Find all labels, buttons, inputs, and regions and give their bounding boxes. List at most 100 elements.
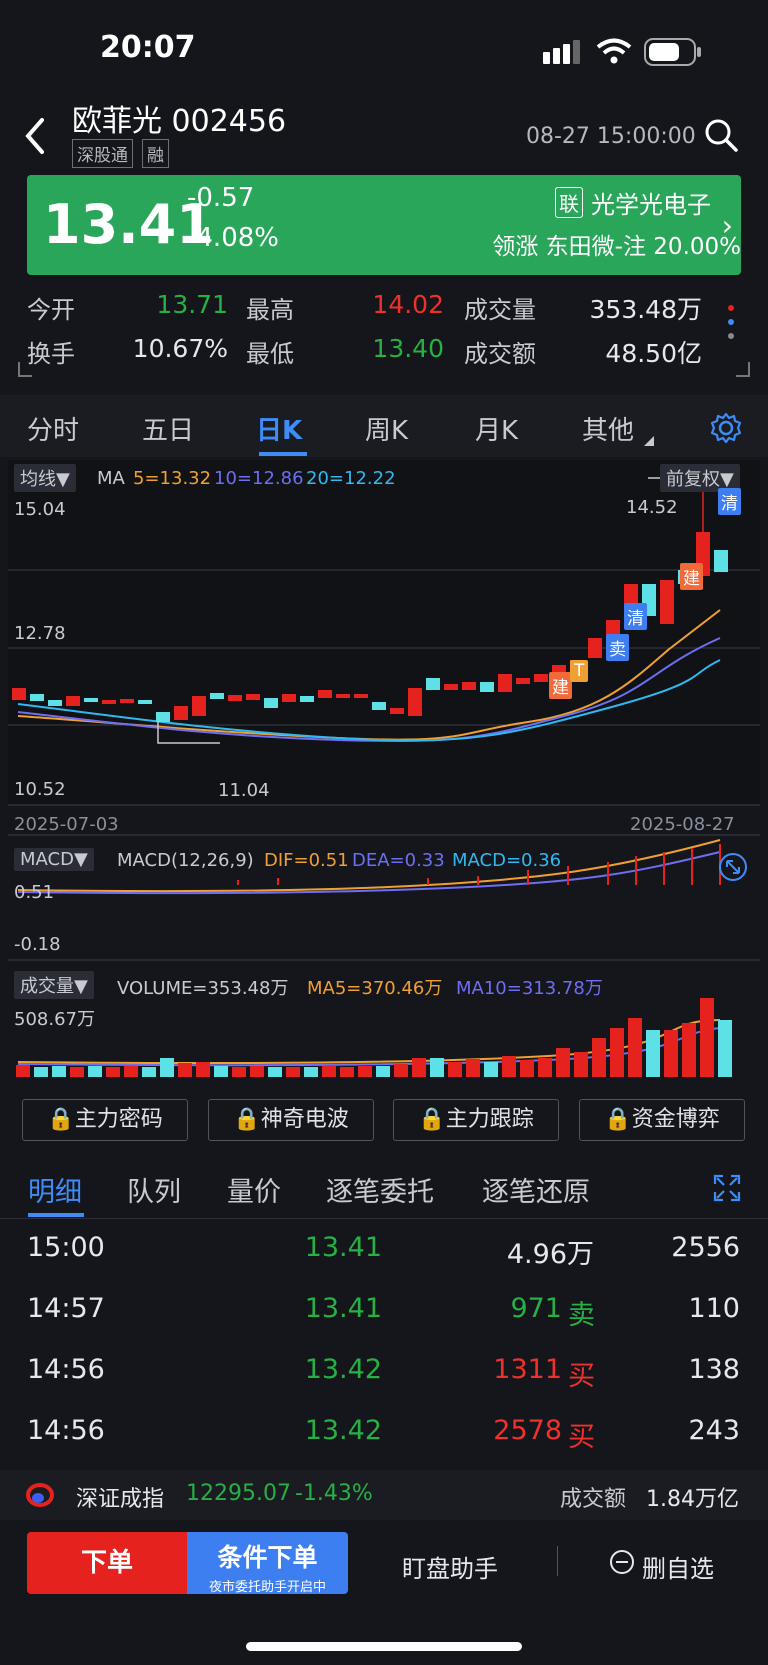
signal-build[interactable]: 建 bbox=[549, 672, 572, 699]
macd-dea: DEA=0.33 bbox=[352, 850, 445, 871]
adjust-selector[interactable]: 前复权▼ bbox=[660, 464, 740, 492]
signal-t[interactable]: T bbox=[570, 660, 589, 682]
y-axis-bottom: 10.52 bbox=[14, 779, 66, 800]
minus-circle-icon bbox=[610, 1550, 634, 1574]
tool-main-password[interactable]: 🔒主力密码 bbox=[22, 1099, 188, 1141]
macd-y-top: 0.51 bbox=[14, 882, 55, 903]
tab-monthly-k[interactable]: 月K bbox=[475, 416, 519, 446]
tab-intraday[interactable]: 分时 bbox=[27, 416, 80, 446]
stat-label-turnover-rate: 换手 bbox=[27, 340, 75, 368]
volume-value: VOLUME=353.48万 bbox=[117, 978, 289, 999]
lock-icon: 🔒 bbox=[47, 1107, 75, 1132]
home-indicator bbox=[246, 1642, 522, 1651]
stat-value-amount: 48.50亿 bbox=[605, 339, 702, 368]
monitor-assistant-button[interactable]: 盯盘助手 bbox=[402, 1555, 498, 1583]
signal-icon bbox=[543, 40, 580, 64]
tab-five-day[interactable]: 五日 bbox=[142, 416, 195, 446]
index-turnover: 1.84万亿 bbox=[646, 1487, 739, 1512]
volume-ma10: MA10=313.78万 bbox=[456, 978, 603, 999]
stat-value-turnover-rate: 10.67% bbox=[132, 334, 228, 363]
signal-clear-2[interactable]: 清 bbox=[718, 488, 741, 515]
detail-tab-indicator bbox=[28, 1213, 84, 1217]
index-logo-icon bbox=[26, 1483, 54, 1507]
ma20-line bbox=[17, 659, 721, 742]
trade-time: 14:56 bbox=[27, 1354, 105, 1385]
macd-selector[interactable]: MACD▼ bbox=[14, 848, 94, 871]
tab-more[interactable]: 其他 bbox=[582, 416, 635, 446]
trade-price: 13.41 bbox=[304, 1293, 382, 1324]
trade-price: 13.42 bbox=[304, 1354, 382, 1385]
sector-badge: 联 bbox=[555, 187, 583, 218]
sector-name: 光学光电子 bbox=[591, 191, 711, 219]
table-row: 14:56 13.42 1311 买 138 bbox=[0, 1350, 768, 1408]
gear-icon[interactable] bbox=[710, 412, 742, 444]
stat-label-open: 今开 bbox=[27, 296, 75, 324]
stat-value-volume: 353.48万 bbox=[589, 295, 702, 324]
tag-hk-connect: 深股通 bbox=[72, 139, 133, 168]
lock-icon: 🔒 bbox=[604, 1107, 632, 1132]
page-dots-icon[interactable] bbox=[724, 300, 738, 346]
conditional-order-label: 条件下单 bbox=[217, 1543, 318, 1572]
ma-indicator-selector[interactable]: 均线▼ bbox=[14, 464, 76, 492]
index-bar[interactable]: 深证成指 12295.07 -1.43% 成交额 1.84万亿 bbox=[0, 1470, 768, 1520]
tool-main-tracking[interactable]: 🔒主力跟踪 bbox=[393, 1099, 559, 1141]
trade-side: 卖 bbox=[568, 1300, 595, 1331]
tool-label: 主力跟踪 bbox=[445, 1107, 534, 1132]
signal-build-2[interactable]: 建 bbox=[680, 563, 703, 590]
high-marker: 14.52 bbox=[626, 497, 678, 518]
ma5-value: 5=13.32 bbox=[133, 468, 212, 489]
y-axis-mid: 12.78 bbox=[14, 623, 66, 644]
divider bbox=[557, 1546, 558, 1576]
expand-corners-icon[interactable] bbox=[18, 360, 750, 378]
tab-price-volume[interactable]: 量价 bbox=[227, 1177, 281, 1208]
tab-detail[interactable]: 明细 bbox=[28, 1177, 82, 1208]
tab-tick-restore[interactable]: 逐笔还原 bbox=[482, 1177, 590, 1208]
trade-price: 13.41 bbox=[304, 1232, 382, 1263]
fullscreen-icon[interactable] bbox=[713, 1174, 741, 1202]
trade-volume: 971 bbox=[510, 1293, 562, 1324]
battery-icon bbox=[644, 38, 701, 66]
trade-side: 买 bbox=[568, 1422, 595, 1453]
ma10-value: 10=12.86 bbox=[214, 468, 304, 489]
back-icon[interactable] bbox=[20, 112, 50, 160]
trade-count: 243 bbox=[688, 1415, 740, 1446]
quote-time: 08-27 15:00:00 bbox=[526, 124, 696, 149]
ma20-value: 20=12.22 bbox=[306, 468, 396, 489]
trade-volume: 1311 bbox=[493, 1354, 562, 1385]
tab-daily-k[interactable]: 日K bbox=[256, 416, 303, 446]
chevron-right-icon: › bbox=[721, 209, 733, 242]
last-price: 13.41 bbox=[43, 193, 214, 256]
zoom-icon[interactable] bbox=[718, 852, 748, 882]
trade-time: 15:00 bbox=[27, 1232, 105, 1263]
conditional-order-button[interactable]: 条件下单 夜市委托助手开启中 bbox=[187, 1532, 348, 1595]
volume-ma5: MA5=370.46万 bbox=[307, 978, 443, 999]
sector-leader: 领涨 东田微-注 20.00% bbox=[492, 234, 741, 260]
signal-sell[interactable]: 卖 bbox=[606, 634, 629, 661]
tab-queue[interactable]: 队列 bbox=[127, 1177, 181, 1208]
triangle-down-icon bbox=[644, 436, 654, 446]
tool-magic-wave[interactable]: 🔒神奇电波 bbox=[208, 1099, 374, 1141]
macd-params: MACD(12,26,9) bbox=[117, 850, 254, 871]
table-row: 15:00 13.41 4.96万 2556 bbox=[0, 1228, 768, 1286]
order-button[interactable]: 下单 bbox=[27, 1532, 187, 1594]
stat-label-high: 最高 bbox=[246, 296, 294, 324]
remove-favorite-button[interactable]: 删自选 bbox=[642, 1555, 714, 1583]
stat-value-low: 13.40 bbox=[372, 334, 444, 363]
tab-order-by-order[interactable]: 逐笔委托 bbox=[326, 1177, 434, 1208]
low-marker: 11.04 bbox=[218, 780, 270, 801]
ma-title: MA bbox=[97, 468, 125, 489]
tab-weekly-k[interactable]: 周K bbox=[365, 416, 409, 446]
index-value: 12295.07 bbox=[186, 1481, 291, 1506]
volume-selector[interactable]: 成交量▼ bbox=[14, 971, 94, 999]
signal-clear[interactable]: 清 bbox=[624, 603, 647, 630]
date-start: 2025-07-03 bbox=[14, 814, 119, 835]
kline-chart[interactable] bbox=[8, 460, 760, 1085]
index-name: 深证成指 bbox=[76, 1487, 165, 1512]
tab-active-indicator bbox=[259, 452, 307, 456]
stat-label-amount: 成交额 bbox=[464, 340, 536, 368]
conditional-order-sub: 夜市委托助手开启中 bbox=[208, 1580, 326, 1595]
tool-fund-game[interactable]: 🔒资金博弈 bbox=[579, 1099, 745, 1141]
price-banner[interactable]: 13.41 -0.57 -4.08% 联 光学光电子 领涨 东田微-注 20.0… bbox=[27, 175, 741, 275]
search-icon[interactable] bbox=[704, 118, 738, 152]
table-row: 14:56 13.42 2578 买 243 bbox=[0, 1411, 768, 1469]
